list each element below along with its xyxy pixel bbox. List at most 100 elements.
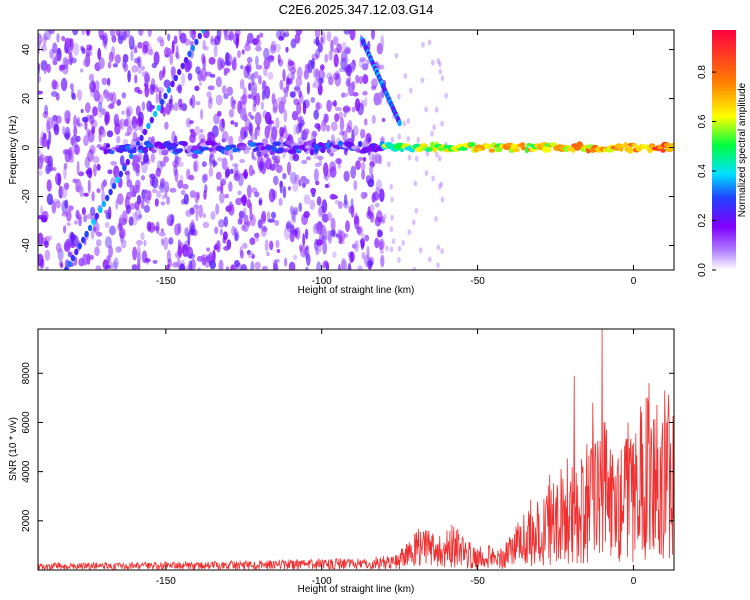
noise-speck — [38, 170, 43, 176]
noise-speck — [134, 200, 140, 211]
noise-speck — [131, 65, 139, 73]
x-tick-label: 0 — [631, 276, 637, 287]
noise-speck — [76, 89, 83, 101]
noise-speck — [125, 191, 132, 200]
noise-speck — [254, 112, 262, 126]
diagonal-line-1-segment — [111, 182, 117, 190]
noise-speck — [272, 259, 278, 270]
noise-speck — [320, 64, 325, 71]
diagonal-line-1-segment — [77, 242, 83, 250]
noise-speck — [177, 180, 184, 189]
noise-speck — [230, 263, 235, 270]
noise-speck — [240, 249, 244, 259]
noise-speck — [220, 59, 226, 68]
noise-speck — [261, 226, 268, 232]
noise-speck — [326, 124, 331, 132]
noise-speck — [367, 260, 374, 267]
diagonal-line-1-segment — [156, 104, 161, 112]
noise-speck — [236, 33, 240, 46]
noise-speck — [329, 161, 336, 173]
noise-speck — [344, 233, 348, 239]
noise-speck — [343, 170, 350, 182]
noise-speck — [256, 123, 261, 137]
noise-speck — [420, 77, 425, 84]
diagonal-line-1-segment — [81, 236, 86, 244]
noise-speck — [159, 181, 166, 194]
noise-speck — [85, 30, 91, 37]
noise-speck — [160, 160, 167, 167]
noise-speck — [144, 258, 151, 263]
noise-speck — [377, 91, 383, 105]
noise-speck — [247, 251, 254, 259]
noise-speck — [136, 117, 144, 127]
noise-speck — [172, 160, 179, 168]
noise-speck — [241, 49, 245, 55]
noise-speck — [223, 67, 230, 74]
x-tick-label: -50 — [470, 576, 485, 587]
noise-speck — [218, 219, 225, 228]
noise-speck — [316, 196, 322, 206]
noise-speck — [98, 30, 104, 39]
noise-speck — [286, 222, 291, 230]
noise-speck — [160, 201, 166, 206]
noise-speck — [204, 256, 210, 268]
noise-speck — [310, 130, 316, 144]
noise-speck — [364, 118, 368, 126]
noise-speck — [270, 40, 277, 52]
noise-speck — [209, 73, 216, 78]
noise-speck — [180, 189, 186, 196]
noise-speck — [195, 101, 201, 106]
noise-speck — [166, 196, 171, 205]
snr-frame — [37, 328, 675, 571]
noise-speck — [69, 83, 74, 91]
zero-frequency-line-segment — [432, 146, 437, 153]
noise-speck — [237, 190, 242, 196]
zero-frequency-line-segment — [283, 148, 288, 153]
noise-speck — [228, 135, 234, 147]
noise-speck — [355, 74, 360, 84]
noise-speck — [278, 197, 283, 206]
noise-speck — [53, 123, 60, 136]
noise-speck — [343, 30, 351, 35]
noise-speck — [63, 182, 70, 190]
noise-speck — [369, 211, 375, 223]
noise-speck — [208, 96, 213, 104]
noise-speck — [269, 44, 276, 54]
spectrogram-y-label: Frequency (Hz) — [8, 116, 19, 185]
noise-speck — [92, 155, 100, 164]
noise-speck — [196, 191, 200, 200]
noise-speck — [290, 66, 296, 75]
zero-frequency-line-segment — [306, 140, 313, 146]
noise-speck — [256, 34, 260, 44]
noise-speck — [436, 244, 441, 251]
noise-speck — [133, 57, 140, 64]
noise-speck — [107, 254, 111, 263]
noise-speck — [52, 42, 58, 54]
zero-frequency-line-segment — [181, 141, 188, 147]
noise-speck — [379, 249, 384, 254]
noise-speck — [136, 151, 143, 162]
noise-speck — [73, 125, 78, 137]
noise-speck — [303, 194, 311, 205]
noise-speck — [258, 197, 263, 205]
noise-speck — [207, 96, 213, 110]
noise-speck — [255, 92, 261, 106]
noise-speck — [84, 102, 91, 114]
noise-speck — [221, 157, 228, 170]
diagonal-line-1-segment — [187, 50, 192, 58]
noise-speck — [202, 221, 210, 229]
noise-speck — [215, 171, 222, 180]
noise-speck — [427, 39, 432, 46]
noise-speck — [254, 39, 262, 47]
noise-speck — [110, 161, 117, 166]
noise-speck — [155, 92, 159, 104]
noise-speck — [165, 102, 172, 115]
noise-speck — [112, 63, 118, 68]
noise-speck — [358, 76, 364, 85]
noise-speck — [235, 262, 243, 270]
noise-speck — [44, 235, 51, 243]
zero-frequency-line-segment — [468, 141, 476, 148]
noise-speck — [306, 81, 310, 95]
noise-speck — [233, 259, 240, 268]
noise-speck — [345, 64, 352, 77]
